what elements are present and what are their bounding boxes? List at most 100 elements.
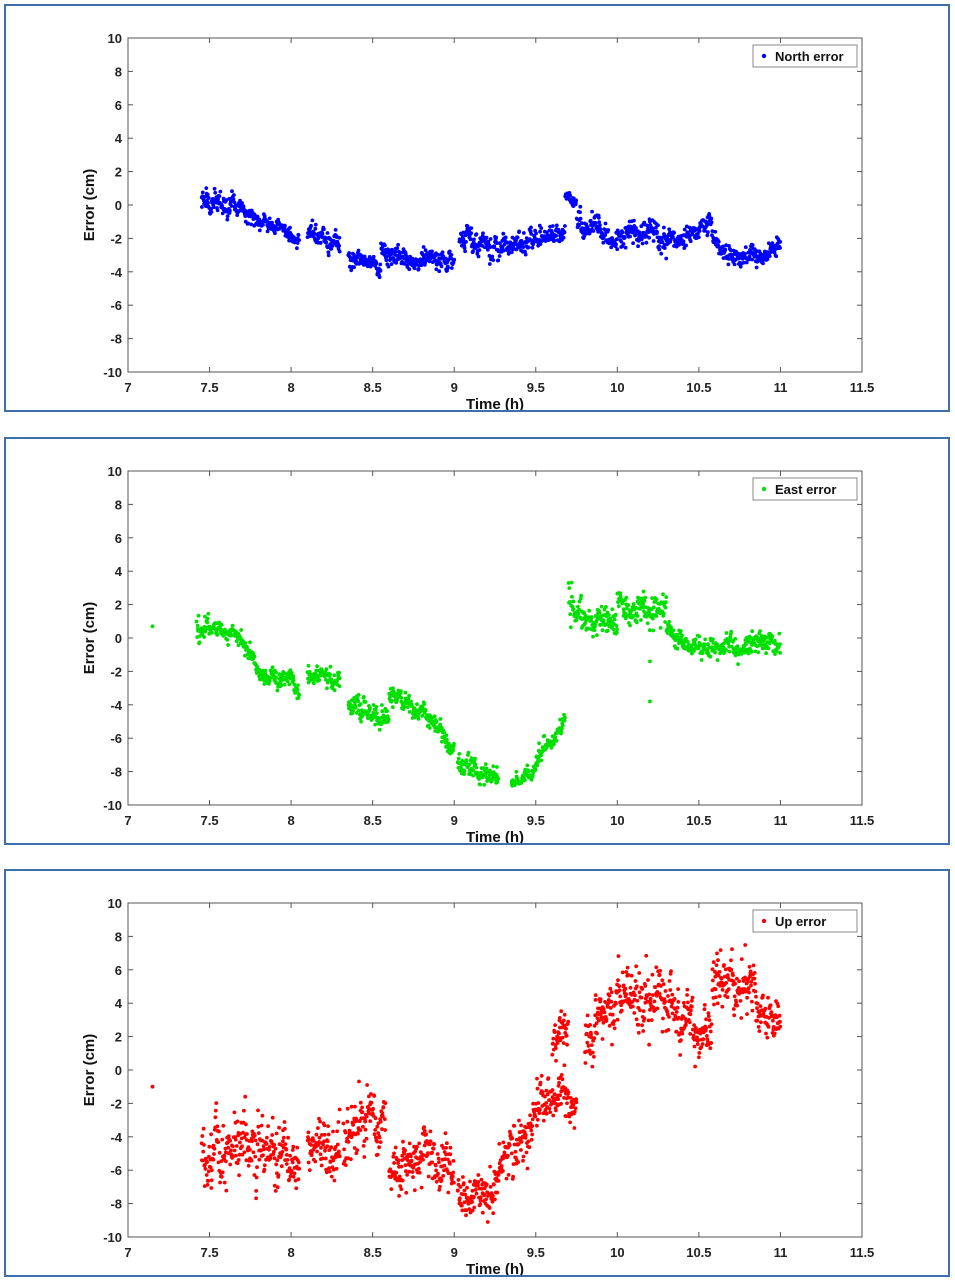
data-point	[641, 602, 645, 606]
data-point	[437, 269, 442, 274]
data-point	[727, 257, 731, 261]
data-point	[402, 704, 407, 709]
data-point	[606, 613, 611, 617]
data-point	[451, 1159, 456, 1163]
data-point	[568, 1096, 573, 1100]
data-point	[405, 1173, 409, 1177]
data-point	[568, 612, 573, 616]
data-point	[456, 756, 461, 761]
data-point	[755, 1001, 760, 1006]
data-point	[588, 218, 593, 223]
data-point	[593, 998, 598, 1002]
data-point	[307, 670, 312, 674]
data-point	[326, 250, 331, 255]
data-point	[640, 987, 645, 991]
data-point	[360, 1105, 364, 1110]
data-point	[277, 1125, 281, 1130]
data-point	[590, 1064, 595, 1069]
data-point	[357, 1079, 361, 1084]
data-point	[383, 1128, 387, 1132]
data-point	[375, 1152, 380, 1157]
legend: North error	[752, 44, 858, 68]
data-point	[713, 650, 717, 655]
data-point	[771, 1025, 776, 1029]
y-tick-label: 0	[115, 1063, 122, 1078]
data-point	[491, 258, 496, 262]
data-point	[624, 970, 629, 974]
data-point	[750, 243, 755, 248]
data-point	[218, 1180, 223, 1185]
data-point	[749, 649, 754, 654]
data-point	[764, 1031, 768, 1036]
data-point	[444, 737, 449, 742]
data-point	[723, 247, 728, 252]
data-point	[608, 1006, 613, 1010]
data-point	[732, 1013, 737, 1018]
data-point	[235, 1161, 240, 1166]
data-point	[509, 1151, 514, 1156]
data-point	[749, 980, 754, 984]
data-point	[574, 1097, 578, 1102]
data-point	[631, 602, 636, 606]
data-point	[459, 766, 464, 771]
data-point	[713, 229, 718, 234]
x-tick-label: 9.5	[527, 380, 545, 395]
data-point	[589, 1032, 593, 1036]
data-point	[535, 763, 540, 768]
data-point	[706, 642, 710, 647]
data-point	[632, 1011, 637, 1015]
data-point	[215, 1124, 220, 1129]
data-point	[628, 234, 632, 239]
y-tick-label: 8	[115, 929, 122, 944]
data-point	[428, 1129, 433, 1134]
data-point	[654, 597, 659, 602]
data-point	[678, 1053, 683, 1057]
data-point	[570, 594, 574, 599]
data-point	[472, 1205, 477, 1210]
data-point	[421, 245, 426, 249]
data-point	[251, 1150, 256, 1155]
data-point	[462, 246, 467, 251]
data-point	[488, 1185, 493, 1189]
data-point	[500, 245, 505, 250]
data-point	[768, 1003, 773, 1008]
data-point	[640, 1023, 644, 1028]
data-point	[557, 1080, 561, 1085]
data-point	[377, 1145, 381, 1150]
data-point	[211, 1143, 216, 1148]
data-point	[412, 1188, 417, 1193]
data-point	[529, 1137, 534, 1142]
data-point	[331, 1129, 335, 1134]
data-point	[691, 1027, 695, 1032]
data-point	[375, 1139, 379, 1144]
data-point	[707, 1018, 712, 1022]
data-point	[771, 649, 776, 654]
data-point	[501, 1140, 506, 1145]
data-point	[495, 780, 500, 784]
data-point	[398, 1184, 403, 1188]
data-point	[505, 240, 510, 245]
data-point	[734, 1000, 739, 1005]
data-point	[745, 980, 750, 984]
data-point	[443, 1131, 448, 1136]
data-point	[464, 1213, 468, 1218]
y-tick-label: 8	[115, 64, 122, 79]
data-point	[368, 256, 373, 261]
data-point	[328, 672, 332, 677]
data-point	[710, 967, 715, 972]
data-point	[677, 242, 681, 247]
data-point	[291, 1144, 296, 1149]
data-point	[434, 1168, 438, 1173]
data-point	[531, 1101, 535, 1106]
data-point	[523, 1133, 528, 1137]
data-point	[754, 994, 758, 999]
data-point	[450, 1174, 455, 1179]
data-point	[464, 758, 469, 763]
data-point	[261, 1144, 266, 1148]
legend-box	[752, 44, 858, 68]
data-point	[201, 1126, 206, 1131]
data-point	[227, 196, 232, 201]
data-point	[356, 693, 361, 697]
data-point	[624, 595, 629, 600]
data-point	[335, 1142, 340, 1147]
